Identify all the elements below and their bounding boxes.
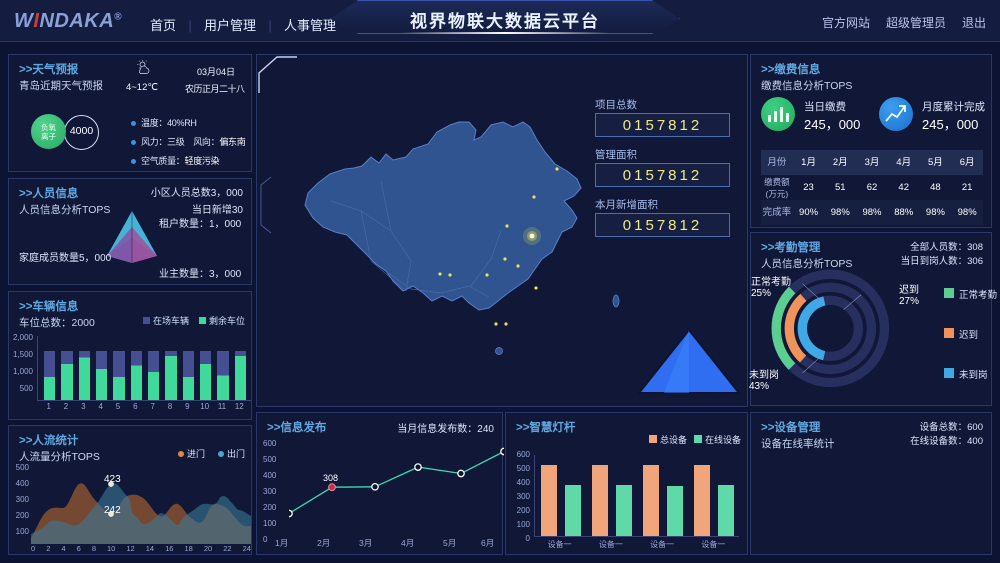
svg-text:308: 308 bbox=[323, 473, 338, 483]
